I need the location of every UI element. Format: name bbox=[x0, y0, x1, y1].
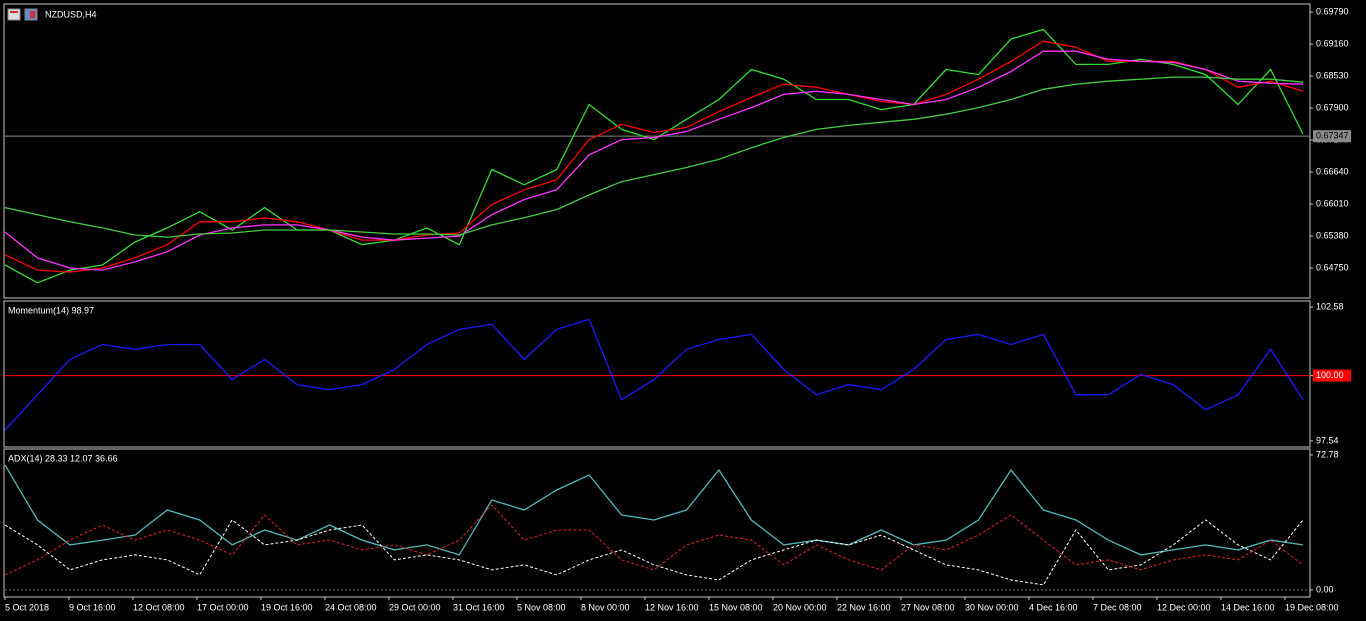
x-tick-label: 12 Dec 00:00 bbox=[1157, 602, 1211, 612]
x-tick-label: 12 Nov 16:00 bbox=[645, 602, 699, 612]
series-line bbox=[4, 318, 1304, 431]
x-tick-label: 20 Nov 00:00 bbox=[773, 602, 827, 612]
x-tick-label: 22 Nov 16:00 bbox=[837, 602, 891, 612]
y-tick-label: 0.66010 bbox=[1316, 198, 1349, 208]
price-panel-frame bbox=[3, 3, 1311, 299]
x-tick-label: 17 Oct 00:00 bbox=[197, 602, 249, 612]
momentum-panel-frame bbox=[3, 300, 1311, 448]
series-line bbox=[4, 28, 1304, 284]
series-line bbox=[4, 464, 1304, 556]
series-line bbox=[4, 519, 1304, 586]
x-tick-label: 15 Nov 08:00 bbox=[709, 602, 763, 612]
y-tick-label: 0.65380 bbox=[1316, 230, 1349, 240]
x-tick-label: 5 Oct 2018 bbox=[5, 602, 49, 612]
y-tick-label: 0.67900 bbox=[1316, 102, 1349, 112]
x-tick-label: 14 Dec 16:00 bbox=[1221, 602, 1275, 612]
symbol-label: NZDUSD,H4 bbox=[45, 9, 97, 19]
x-tick-label: 12 Oct 08:00 bbox=[133, 602, 185, 612]
indicator-label: ADX(14) 28.33 12.07 36.66 bbox=[8, 453, 118, 463]
x-tick-label: 24 Oct 08:00 bbox=[325, 602, 377, 612]
icon bbox=[30, 11, 35, 18]
adx-panel-frame bbox=[3, 448, 1311, 598]
y-tick-label: 0.64750 bbox=[1316, 262, 1349, 272]
y-tick-label: 0.69790 bbox=[1316, 6, 1349, 16]
current-price-label: 0.67347 bbox=[1316, 131, 1349, 141]
indicator-label: Momentum(14) 98.97 bbox=[8, 305, 94, 315]
y-tick-label: 100.00 bbox=[1316, 370, 1344, 380]
x-tick-label: 7 Dec 08:00 bbox=[1093, 602, 1142, 612]
level-label-box bbox=[1313, 369, 1351, 382]
x-tick-label: 30 Nov 00:00 bbox=[965, 602, 1019, 612]
icon bbox=[10, 11, 18, 13]
y-tick-label: 102.58 bbox=[1316, 301, 1344, 311]
y-tick-label: 0.66640 bbox=[1316, 166, 1349, 176]
y-tick-label: 0.69160 bbox=[1316, 38, 1349, 48]
icon bbox=[7, 8, 21, 21]
x-tick-label: 4 Dec 16:00 bbox=[1029, 602, 1078, 612]
x-tick-label: 27 Nov 08:00 bbox=[901, 602, 955, 612]
x-tick-label: 29 Oct 00:00 bbox=[389, 602, 441, 612]
x-tick-label: 5 Nov 08:00 bbox=[517, 602, 566, 612]
y-tick-label: 97.54 bbox=[1316, 435, 1339, 445]
y-tick-label: 0.00 bbox=[1316, 584, 1334, 594]
current-price-box bbox=[1313, 130, 1351, 143]
x-tick-label: 19 Oct 16:00 bbox=[261, 602, 313, 612]
series-line bbox=[4, 76, 1304, 238]
series-line bbox=[4, 50, 1304, 271]
x-tick-label: 9 Oct 16:00 bbox=[69, 602, 116, 612]
series-line bbox=[4, 40, 1304, 273]
x-tick-label: 19 Dec 08:00 bbox=[1285, 602, 1339, 612]
x-tick-label: 31 Oct 16:00 bbox=[453, 602, 505, 612]
y-tick-label: 0.68530 bbox=[1316, 70, 1349, 80]
symbol-icons bbox=[7, 8, 38, 21]
x-tick-label: 8 Nov 00:00 bbox=[581, 602, 630, 612]
series-line bbox=[4, 504, 1304, 576]
y-tick-label: 72.78 bbox=[1316, 449, 1339, 459]
